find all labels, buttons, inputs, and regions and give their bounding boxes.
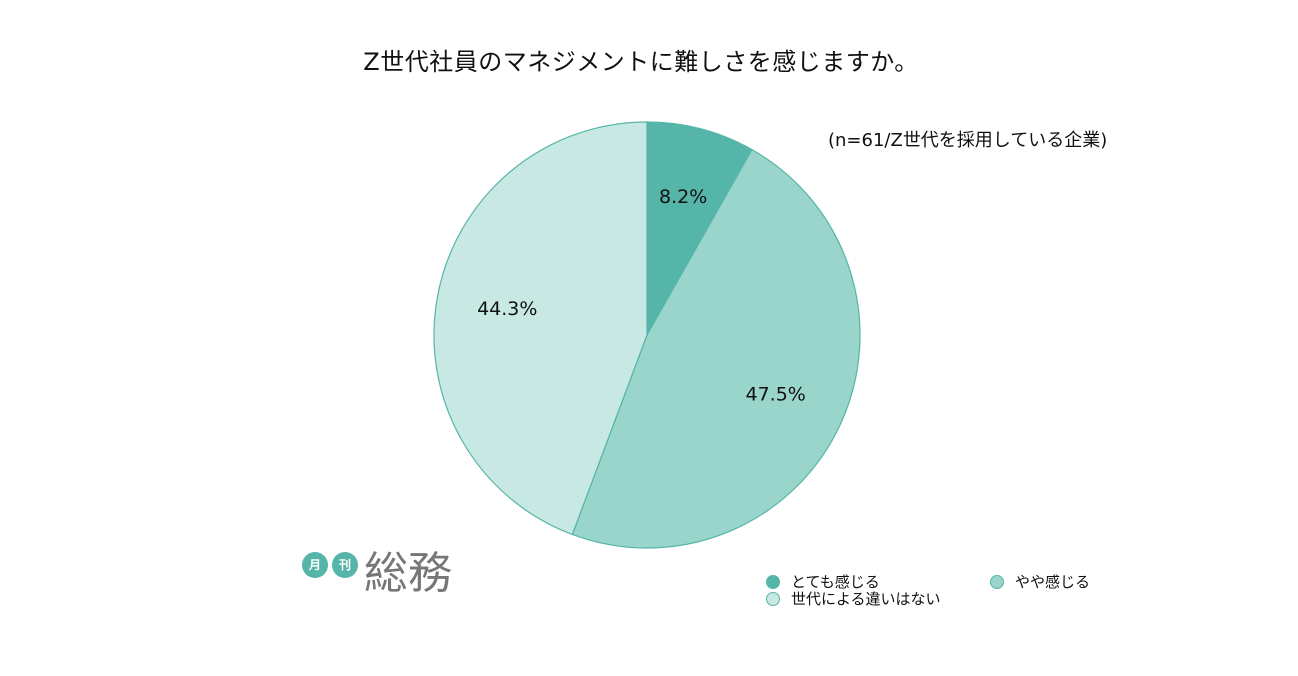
legend-label-0: とても感じる (791, 573, 880, 591)
legend-swatch-1 (990, 574, 1004, 589)
pie-slice-2 (433, 121, 648, 536)
legend-swatch-0 (766, 574, 780, 589)
chart-title: Z世代社員のマネジメントに難しさを感じますか。 (363, 48, 919, 76)
slice-label-2: 44.3% (477, 298, 537, 320)
legend-item-0: とても感じる (766, 571, 880, 592)
legend-item-2: 世代による違いはない (766, 588, 941, 609)
pie-slice-0 (646, 121, 753, 338)
logo-badge-issue: 刊 (332, 552, 358, 578)
publication-logo: 月 刊 総務 (300, 548, 460, 604)
legend-item-1: やや感じる (990, 571, 1090, 592)
logo-wordmark: 総務 (364, 548, 452, 599)
legend-label-2: 世代による違いはない (791, 590, 941, 608)
chart-subtitle: (n=61/Z世代を採用している企業) (828, 130, 1108, 151)
slice-label-1: 47.5% (745, 384, 805, 406)
logo-badge-month: 月 (302, 552, 328, 578)
pie-slice-1 (571, 148, 861, 549)
legend-label-1: やや感じる (1015, 573, 1091, 591)
legend-swatch-2 (766, 591, 780, 606)
slice-label-0: 8.2% (659, 186, 707, 208)
